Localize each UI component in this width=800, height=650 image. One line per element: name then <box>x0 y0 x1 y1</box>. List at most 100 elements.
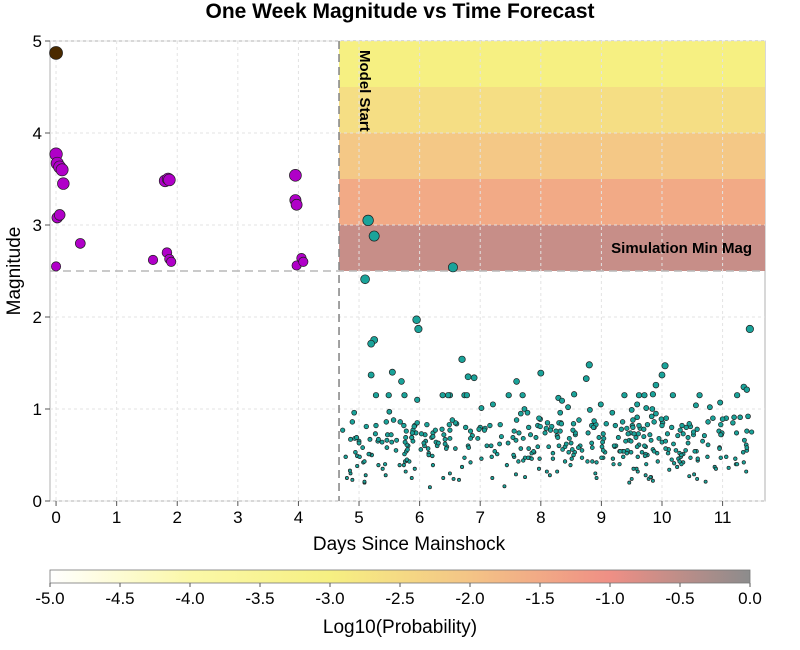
data-point <box>651 419 657 425</box>
x-tick-label: 8 <box>536 508 545 527</box>
data-point <box>687 474 692 479</box>
data-point <box>550 456 556 461</box>
y-axis-label: Magnitude <box>4 227 25 316</box>
data-point <box>685 440 691 446</box>
data-point <box>479 456 484 461</box>
data-point <box>394 437 400 443</box>
colorbar-tick-label: -1.0 <box>595 589 624 608</box>
data-point <box>489 454 494 460</box>
data-point <box>617 462 622 467</box>
data-point <box>718 455 723 460</box>
data-point <box>590 424 597 431</box>
data-point <box>536 466 542 471</box>
data-point <box>363 473 368 478</box>
data-point <box>624 450 630 456</box>
data-point <box>478 405 485 411</box>
data-point <box>447 471 452 476</box>
data-point <box>558 421 565 427</box>
data-point <box>692 402 699 409</box>
data-point <box>596 435 602 440</box>
data-point <box>468 460 473 465</box>
data-point <box>290 198 303 211</box>
data-point <box>527 432 534 438</box>
data-point <box>443 446 449 451</box>
data-point <box>349 419 356 425</box>
data-point <box>553 428 559 434</box>
x-tick-label: 1 <box>112 508 121 527</box>
data-point <box>525 455 531 460</box>
data-point <box>521 458 526 463</box>
data-point <box>582 375 590 382</box>
data-point <box>385 392 392 399</box>
data-point <box>376 463 381 468</box>
data-point <box>744 428 750 434</box>
data-point <box>367 371 375 379</box>
data-point <box>380 466 385 471</box>
data-point <box>521 406 528 412</box>
data-point <box>340 427 346 433</box>
data-point <box>717 446 722 451</box>
data-point <box>700 438 706 444</box>
data-point <box>403 469 408 474</box>
data-point <box>298 256 309 267</box>
data-point <box>383 473 388 478</box>
data-point <box>418 431 424 437</box>
data-point <box>571 452 576 458</box>
data-point <box>625 431 631 437</box>
data-point <box>623 438 629 444</box>
x-axis-label: Days Since Mainshock <box>313 534 506 555</box>
earthquake-points <box>49 46 755 490</box>
data-point <box>635 431 641 437</box>
data-point <box>643 473 648 478</box>
data-point <box>642 443 647 449</box>
data-point <box>669 392 676 399</box>
data-point <box>695 476 700 481</box>
data-point <box>518 446 524 451</box>
data-point <box>555 435 561 440</box>
data-point <box>447 435 453 441</box>
data-point <box>701 433 707 439</box>
x-tick-label: 7 <box>475 508 484 527</box>
data-point <box>449 417 456 423</box>
data-point <box>744 445 750 450</box>
data-point <box>163 173 176 187</box>
data-point <box>557 409 564 416</box>
data-point <box>543 425 549 431</box>
data-point <box>648 413 655 420</box>
data-point <box>414 324 423 334</box>
data-point <box>562 459 568 464</box>
data-point <box>555 469 560 474</box>
data-point <box>439 392 446 399</box>
data-point <box>356 440 362 446</box>
data-point <box>484 443 490 449</box>
data-point <box>675 464 680 469</box>
x-tick-label: 0 <box>51 508 60 527</box>
data-point <box>627 480 632 485</box>
y-tick-label: 3 <box>33 216 42 235</box>
data-point <box>373 422 379 429</box>
data-point <box>718 421 724 428</box>
data-point <box>490 476 495 480</box>
data-point <box>51 261 62 272</box>
data-point <box>571 391 578 398</box>
data-point <box>362 214 374 227</box>
data-point <box>703 479 708 484</box>
colorbar-tick-label: -2.5 <box>385 589 414 608</box>
data-point <box>585 430 591 436</box>
data-point <box>653 410 659 417</box>
data-point <box>650 478 655 483</box>
data-point <box>409 476 414 480</box>
data-point <box>603 421 609 427</box>
data-point <box>547 427 554 433</box>
data-point <box>651 449 657 454</box>
data-point <box>565 404 571 411</box>
data-point <box>597 401 604 408</box>
data-point <box>439 426 445 432</box>
data-point <box>409 435 415 440</box>
data-point <box>446 421 452 428</box>
data-point <box>412 466 417 471</box>
data-point <box>563 441 569 447</box>
data-point <box>568 440 574 446</box>
data-point <box>717 399 724 406</box>
data-point <box>619 419 626 425</box>
